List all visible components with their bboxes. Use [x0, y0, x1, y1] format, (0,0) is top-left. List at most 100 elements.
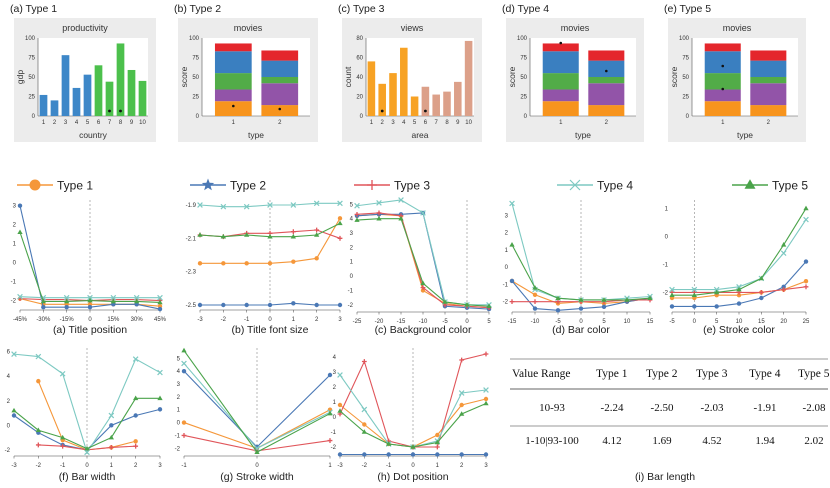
chart-xtick: -20 [375, 319, 384, 325]
data-point-type5 [133, 395, 139, 401]
data-point-type4 [84, 449, 90, 456]
thumb-xtick: 3 [391, 120, 395, 126]
thumb-stack-segment [704, 51, 741, 74]
data-point-type3 [337, 235, 343, 241]
data-point-type3 [803, 284, 809, 290]
data-point-type2 [714, 304, 719, 309]
series-line-type2 [356, 212, 490, 310]
chart-ytick: 4 [7, 374, 11, 380]
thumb-bar [432, 94, 440, 116]
data-point-type3 [314, 227, 320, 233]
data-point-type5 [110, 298, 116, 304]
data-point-type2 [803, 259, 809, 264]
thumb-bar [83, 74, 92, 116]
data-point-type5 [267, 233, 273, 239]
thumb-xtick: 8 [119, 120, 123, 126]
data-point-type4 [376, 200, 382, 206]
thumb-ytick: 50 [192, 75, 199, 81]
chart-xtick: 1 [110, 463, 114, 469]
chart-caption: (g) Stroke width [220, 471, 294, 483]
chart-ytick: 1 [13, 242, 17, 248]
data-point-type1 [337, 216, 343, 221]
thumb-stack-segment [261, 60, 299, 77]
thumb-xtick: 1 [42, 120, 46, 126]
thumb-stack-segment [704, 43, 741, 52]
data-point-type5 [87, 297, 93, 303]
data-point-type2 [133, 413, 138, 418]
data-point-type4 [483, 387, 489, 393]
thumb-dot [721, 87, 725, 91]
thumb-ylabel: count [343, 66, 353, 87]
thumb-xtick: 2 [381, 120, 385, 126]
chart-xtick: 15% [107, 317, 120, 323]
table-header: Value Range [512, 368, 570, 380]
data-point-type1 [291, 259, 296, 264]
data-point-type3 [434, 444, 440, 450]
chart-xtick: -30% [36, 317, 51, 323]
thumb-ytick: 75 [682, 56, 689, 62]
chart-xtick: 5 [715, 319, 719, 325]
chart-caption: (f) Bar width [59, 471, 116, 483]
data-point-type5 [337, 408, 343, 413]
thumb-stack-segment [542, 101, 579, 116]
table-cell: 4.52 [702, 435, 721, 447]
data-point-type1 [435, 432, 440, 438]
legend-marker-type5 [744, 179, 756, 189]
chart-ytick: 3 [177, 382, 181, 388]
data-point-type5 [157, 395, 163, 401]
thumb-stack-segment [750, 77, 787, 84]
data-point-type5 [17, 229, 23, 235]
data-point-type1 [36, 378, 41, 384]
data-point-type4 [35, 353, 42, 360]
legend-label: Type 5 [772, 179, 808, 193]
thumb-bar [116, 43, 125, 116]
data-point-type4 [337, 200, 343, 207]
data-point-type5 [442, 299, 448, 304]
chart-xtick: -5 [555, 319, 561, 325]
chart-xtick: 0 [88, 317, 92, 323]
chart-ytick: 2 [7, 399, 11, 405]
chart-ytick: 3 [505, 214, 509, 220]
data-point-type4 [17, 293, 23, 300]
table-cell: 2.02 [804, 435, 823, 447]
data-point-type5 [647, 295, 653, 301]
data-point-type4 [713, 286, 720, 293]
chart-ytick: -2 [663, 290, 669, 296]
thumb-xlabel: type [737, 130, 753, 140]
thumb-title: movies [234, 23, 263, 33]
chart-ytick: 6 [7, 350, 11, 356]
thumb-xtick: 4 [402, 120, 406, 126]
thumb-stack-segment [542, 73, 579, 90]
chart-xtick: -3 [11, 463, 17, 469]
data-point-type2 [64, 304, 69, 310]
chart-ytick: -1 [348, 288, 354, 294]
data-point-type1 [337, 402, 343, 408]
chart-ytick: 0 [177, 421, 181, 427]
data-point-type1 [459, 402, 464, 408]
chart-ytick: -2 [5, 448, 11, 454]
chart-xtick: -1 [181, 463, 187, 469]
data-point-type3 [327, 438, 333, 443]
thumb-dot [424, 109, 427, 113]
thumb-xtick: 2 [53, 120, 57, 126]
thumb-ytick: 50 [28, 75, 35, 81]
data-point-type5 [220, 233, 226, 239]
thumb-xtick: 1 [370, 120, 374, 126]
thumb-dot [380, 109, 384, 113]
data-point-type2 [669, 304, 675, 309]
chart-ytick: -2.5 [186, 303, 197, 309]
thumb-stack-segment [588, 77, 625, 84]
thumb-xtick: 4 [75, 120, 79, 126]
data-point-type5 [758, 275, 764, 281]
chart-ytick: -2 [175, 446, 181, 452]
table-cell: -2.08 [803, 402, 826, 414]
data-point-type2 [157, 306, 163, 312]
thumb-stack-segment [750, 60, 787, 77]
data-point-type5 [483, 400, 489, 406]
thumb-ytick: 0 [686, 114, 690, 120]
thumb-bar [138, 80, 147, 116]
data-point-type2 [337, 302, 343, 308]
data-point-type3 [108, 445, 114, 450]
thumb-dot [559, 41, 563, 45]
chart-ytick: -1 [331, 430, 337, 436]
